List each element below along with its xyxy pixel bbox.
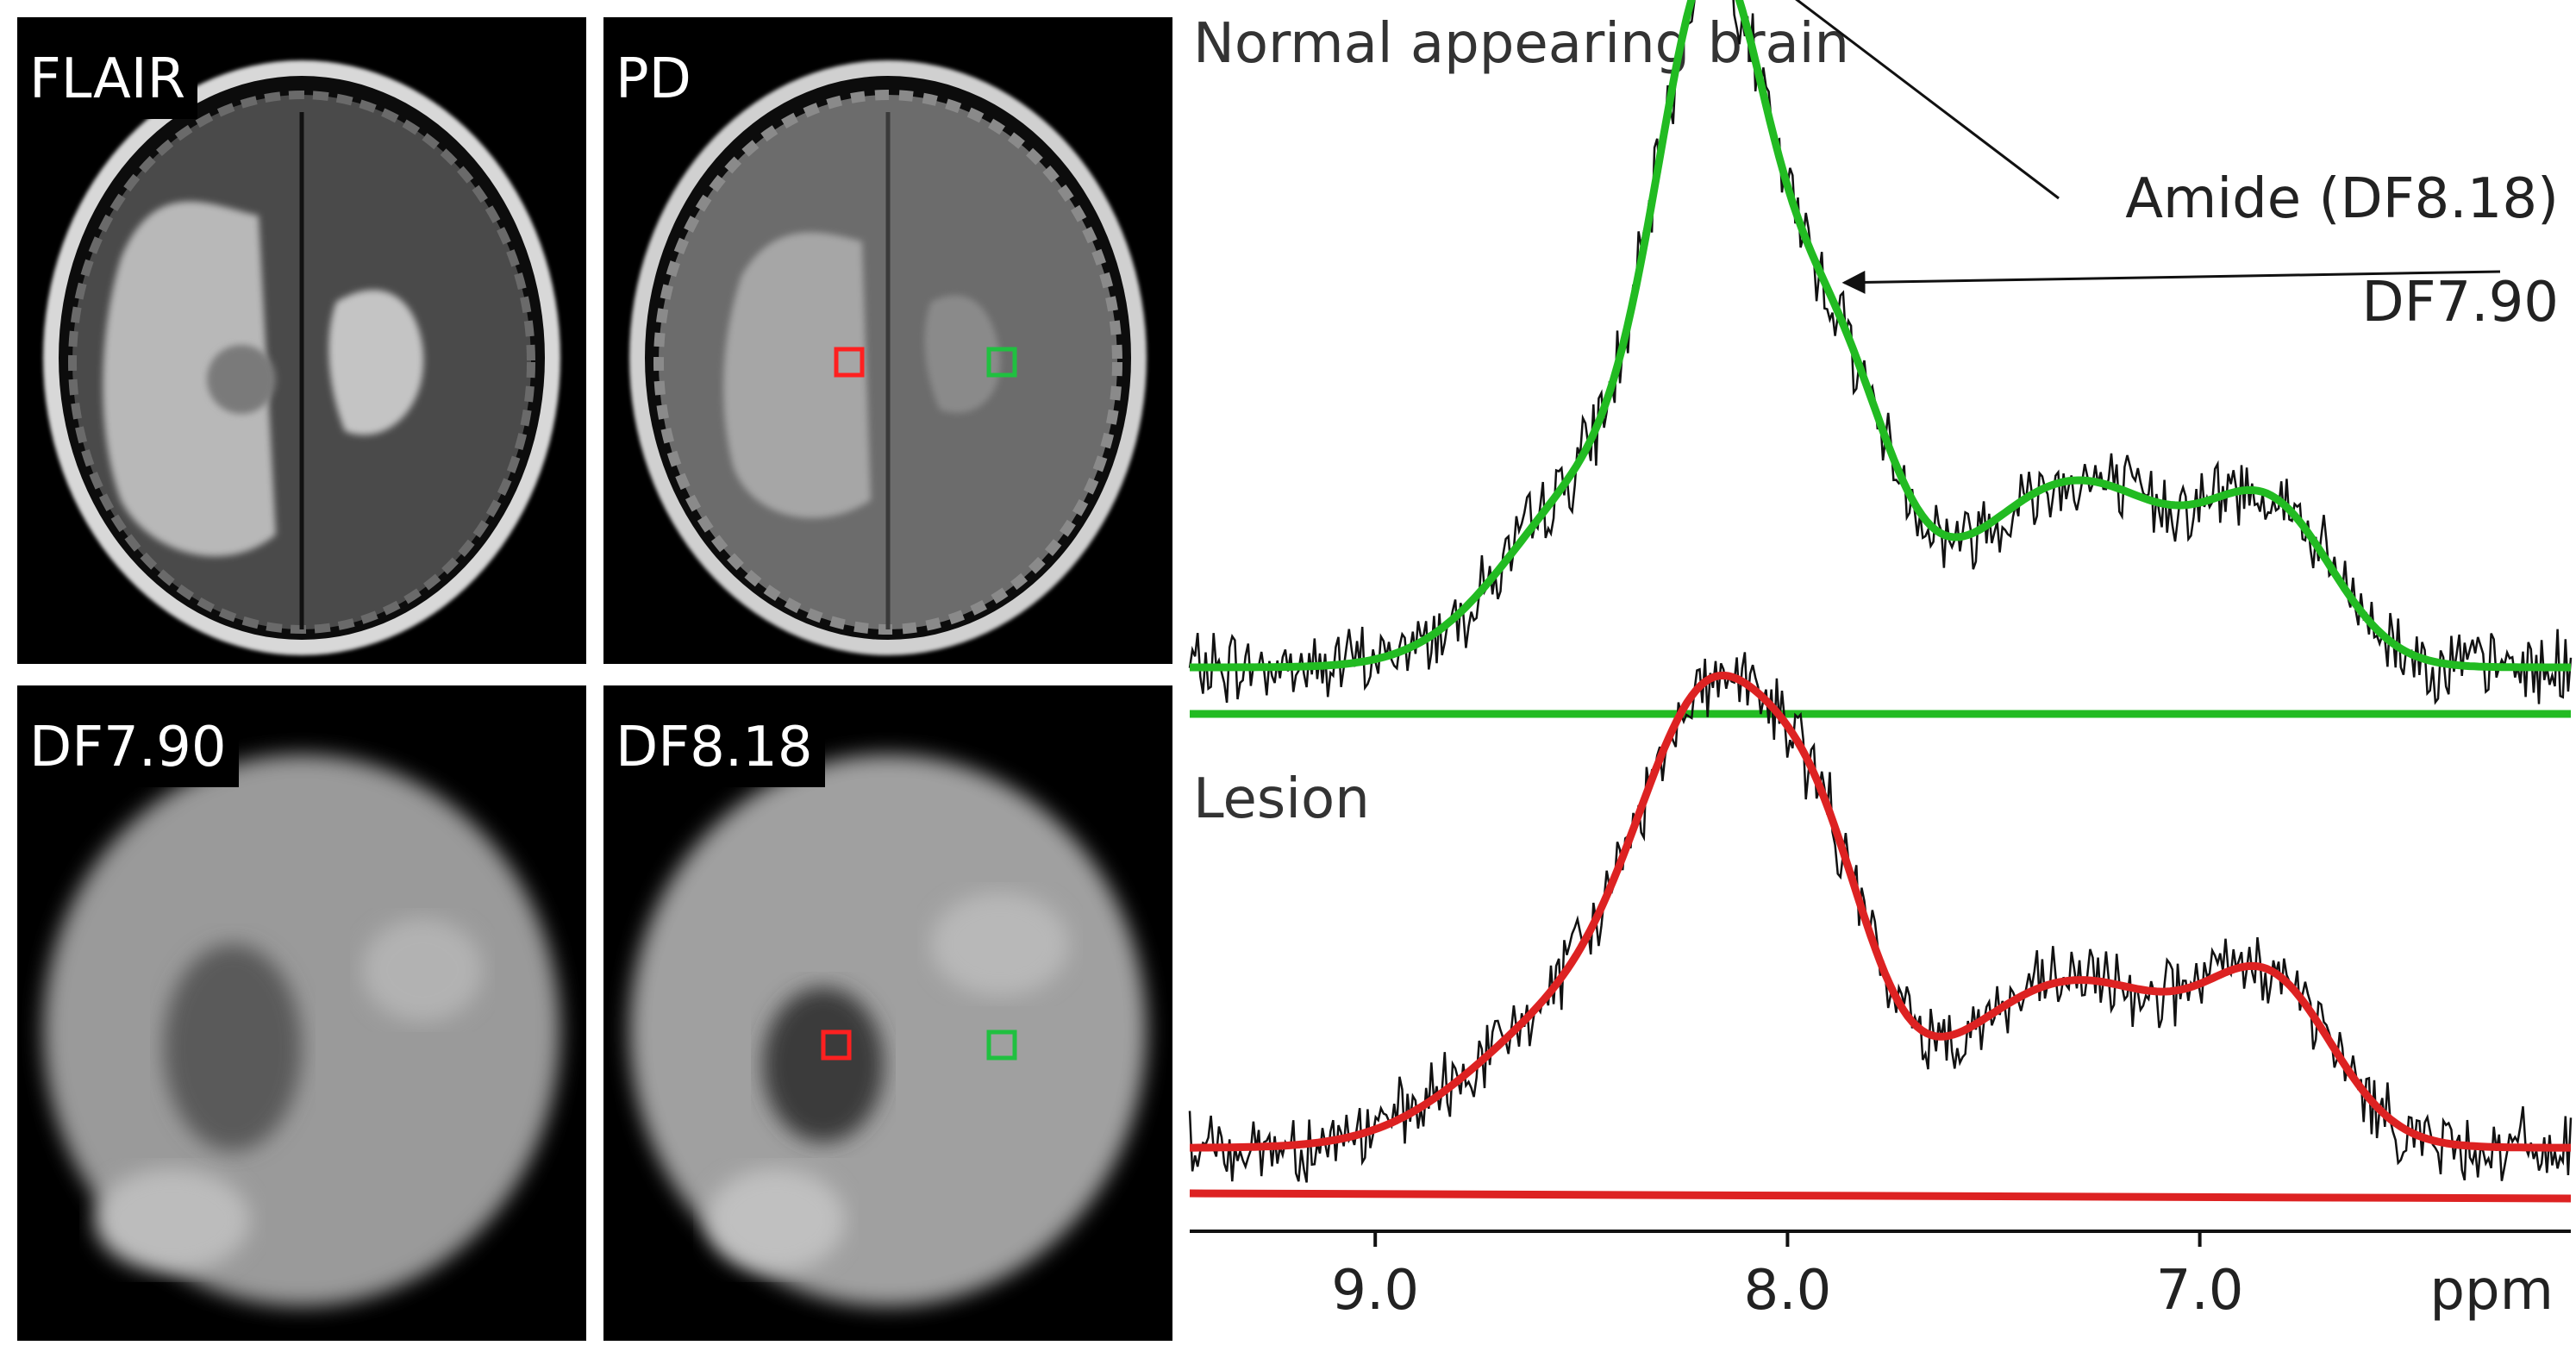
x-tick-label: 9.0 bbox=[1331, 1259, 1419, 1323]
flair-brain-image bbox=[43, 60, 560, 655]
fit-baseline-line bbox=[1189, 1189, 2572, 1203]
arrow-df790 bbox=[1841, 270, 2501, 294]
panel-title-lesion: Lesion bbox=[1193, 767, 1370, 831]
roi-lesion-marker bbox=[821, 1029, 852, 1061]
raw-spectrum-line bbox=[1188, 0, 2573, 705]
df818-map-image bbox=[629, 754, 1147, 1306]
df790-map-image bbox=[43, 754, 560, 1306]
pd-image-panel: PD bbox=[603, 17, 1172, 664]
pd-brain-image bbox=[629, 60, 1147, 655]
annotation-df790: DF7.90 bbox=[2361, 271, 2559, 335]
x-tick-label: 7.0 bbox=[2156, 1259, 2244, 1323]
df818-map-panel: DF8.18 bbox=[603, 685, 1172, 1341]
fit-spectrum-line bbox=[1190, 671, 2571, 1152]
flair-image-panel: FLAIR bbox=[17, 17, 586, 664]
arrow-amide bbox=[1795, 0, 2060, 200]
x-tick-label: 8.0 bbox=[1744, 1259, 1832, 1323]
roi-normal-marker bbox=[986, 1029, 1017, 1061]
series-lesion-group bbox=[1188, 652, 2573, 1203]
x-axis-ticks: 9.0 8.0 7.0 bbox=[1331, 1231, 2244, 1323]
roi-lesion-marker bbox=[834, 347, 865, 378]
annotation-amide: Amide (DF8.18) bbox=[2125, 167, 2559, 231]
panel-label-flair: FLAIR bbox=[17, 41, 198, 119]
panel-label-pd: PD bbox=[603, 41, 703, 119]
annotation-arrows bbox=[1795, 0, 2501, 294]
panel-label-df790: DF7.90 bbox=[17, 710, 239, 787]
df790-map-panel: DF7.90 bbox=[17, 685, 586, 1341]
roi-normal-marker bbox=[986, 347, 1017, 378]
spectra-chart: Normal appearing brain Lesion Amide (DF8… bbox=[1188, 0, 2573, 1323]
fit-spectrum-line bbox=[1190, 0, 2571, 672]
panel-label-df818: DF8.18 bbox=[603, 710, 825, 787]
x-axis-label: ppm bbox=[2429, 1259, 2554, 1323]
raw-spectrum-line bbox=[1188, 652, 2573, 1183]
series-normal-group bbox=[1188, 0, 2573, 718]
